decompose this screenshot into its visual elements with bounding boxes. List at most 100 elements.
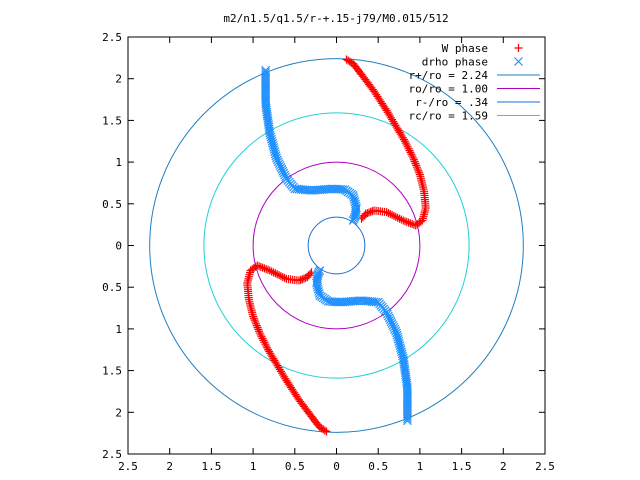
data-point xyxy=(298,275,307,284)
data-point xyxy=(397,215,406,224)
data-point xyxy=(275,271,284,280)
data-point xyxy=(263,343,272,352)
data-point xyxy=(402,399,412,409)
data-point xyxy=(404,144,413,153)
x-tick-label: 0 xyxy=(333,460,340,473)
data-point xyxy=(265,266,274,275)
data-point xyxy=(255,262,264,271)
data-point xyxy=(402,217,411,226)
data-point xyxy=(261,84,271,94)
y-tick-label: 2.5 xyxy=(102,448,122,461)
data-point xyxy=(402,405,412,415)
data-point xyxy=(253,323,262,332)
circle-r+/ro = 2.24 xyxy=(149,58,524,433)
data-point xyxy=(402,140,411,149)
data-point xyxy=(415,168,424,177)
data-point xyxy=(276,272,285,281)
y-tick-label: 1.5 xyxy=(102,114,122,127)
data-point xyxy=(294,276,303,285)
data-point xyxy=(401,139,410,148)
data-point xyxy=(262,265,271,274)
data-point xyxy=(402,412,412,421)
data-point xyxy=(402,407,412,417)
data-points xyxy=(243,55,430,436)
data-point xyxy=(261,70,271,79)
data-point xyxy=(411,159,420,168)
data-point xyxy=(408,220,417,229)
data-point xyxy=(263,265,272,274)
data-point xyxy=(261,86,271,96)
data-point xyxy=(370,206,379,215)
data-point xyxy=(336,184,346,194)
data-point xyxy=(402,409,412,419)
y-tick-label: 2 xyxy=(115,73,122,86)
legend-label: r-/ro = .34 xyxy=(415,96,488,109)
data-point xyxy=(402,393,412,403)
data-point xyxy=(278,273,287,282)
x-tick-label: 2.5 xyxy=(118,460,138,473)
y-tick-label: 0.5 xyxy=(102,281,122,294)
circle-r-/ro = .34 xyxy=(307,216,366,275)
data-point xyxy=(402,389,412,398)
data-point xyxy=(313,273,322,282)
legend-label: r+/ro = 2.24 xyxy=(409,69,489,82)
data-point xyxy=(358,213,367,222)
data-point xyxy=(406,219,415,228)
data-point xyxy=(261,88,271,98)
data-point xyxy=(252,319,261,328)
data-point xyxy=(261,76,271,86)
data-point xyxy=(251,317,260,326)
data-point xyxy=(414,166,423,175)
data-point xyxy=(261,80,271,90)
data-point xyxy=(412,161,421,170)
data-point xyxy=(402,391,412,401)
legend-marker xyxy=(514,44,523,52)
x-tick-label: 0.5 xyxy=(368,460,388,473)
data-point xyxy=(365,208,374,217)
y-tick-label: 0.5 xyxy=(102,198,122,211)
data-point xyxy=(261,74,271,84)
data-point xyxy=(306,269,315,278)
data-point xyxy=(402,401,412,411)
data-point xyxy=(348,216,358,225)
data-point xyxy=(264,345,273,354)
data-point xyxy=(402,403,412,413)
data-point xyxy=(254,325,263,334)
data-point xyxy=(256,330,265,339)
data-point xyxy=(384,209,393,218)
data-point xyxy=(315,266,325,275)
data-point xyxy=(261,78,271,88)
data-point xyxy=(271,269,280,278)
x-tick-label: 1.5 xyxy=(452,460,472,473)
data-point xyxy=(368,207,377,216)
y-tick-label: 2.5 xyxy=(102,31,122,44)
data-point xyxy=(261,340,270,349)
data-point xyxy=(408,152,417,161)
data-point xyxy=(267,267,276,276)
data-point xyxy=(404,218,413,227)
data-point xyxy=(261,68,271,77)
x-tick-label: 2 xyxy=(500,460,507,473)
data-point xyxy=(409,155,418,164)
x-tick-label: 2.5 xyxy=(535,460,555,473)
axis-ticks: 2.5 2 1.5 1 0.5 0 0.5 1 1.5 2 2.52.521.510.500.511… xyxy=(102,31,555,473)
data-point xyxy=(260,264,269,273)
data-point xyxy=(261,72,271,82)
y-tick-label: 2 xyxy=(115,406,122,419)
x-tick-label: 1.5 xyxy=(201,460,221,473)
data-point xyxy=(399,135,408,144)
y-tick-label: 1 xyxy=(115,323,122,336)
x-tick-label: 1 xyxy=(417,460,424,473)
legend-label: ro/ro = 1.00 xyxy=(409,83,488,96)
data-point xyxy=(402,414,412,423)
data-point xyxy=(401,217,410,226)
data-point xyxy=(253,261,262,270)
data-point xyxy=(410,157,419,166)
data-point xyxy=(249,314,258,323)
data-point xyxy=(261,65,271,75)
reference-circles xyxy=(149,58,524,433)
data-point xyxy=(327,297,337,307)
data-point xyxy=(413,165,422,174)
